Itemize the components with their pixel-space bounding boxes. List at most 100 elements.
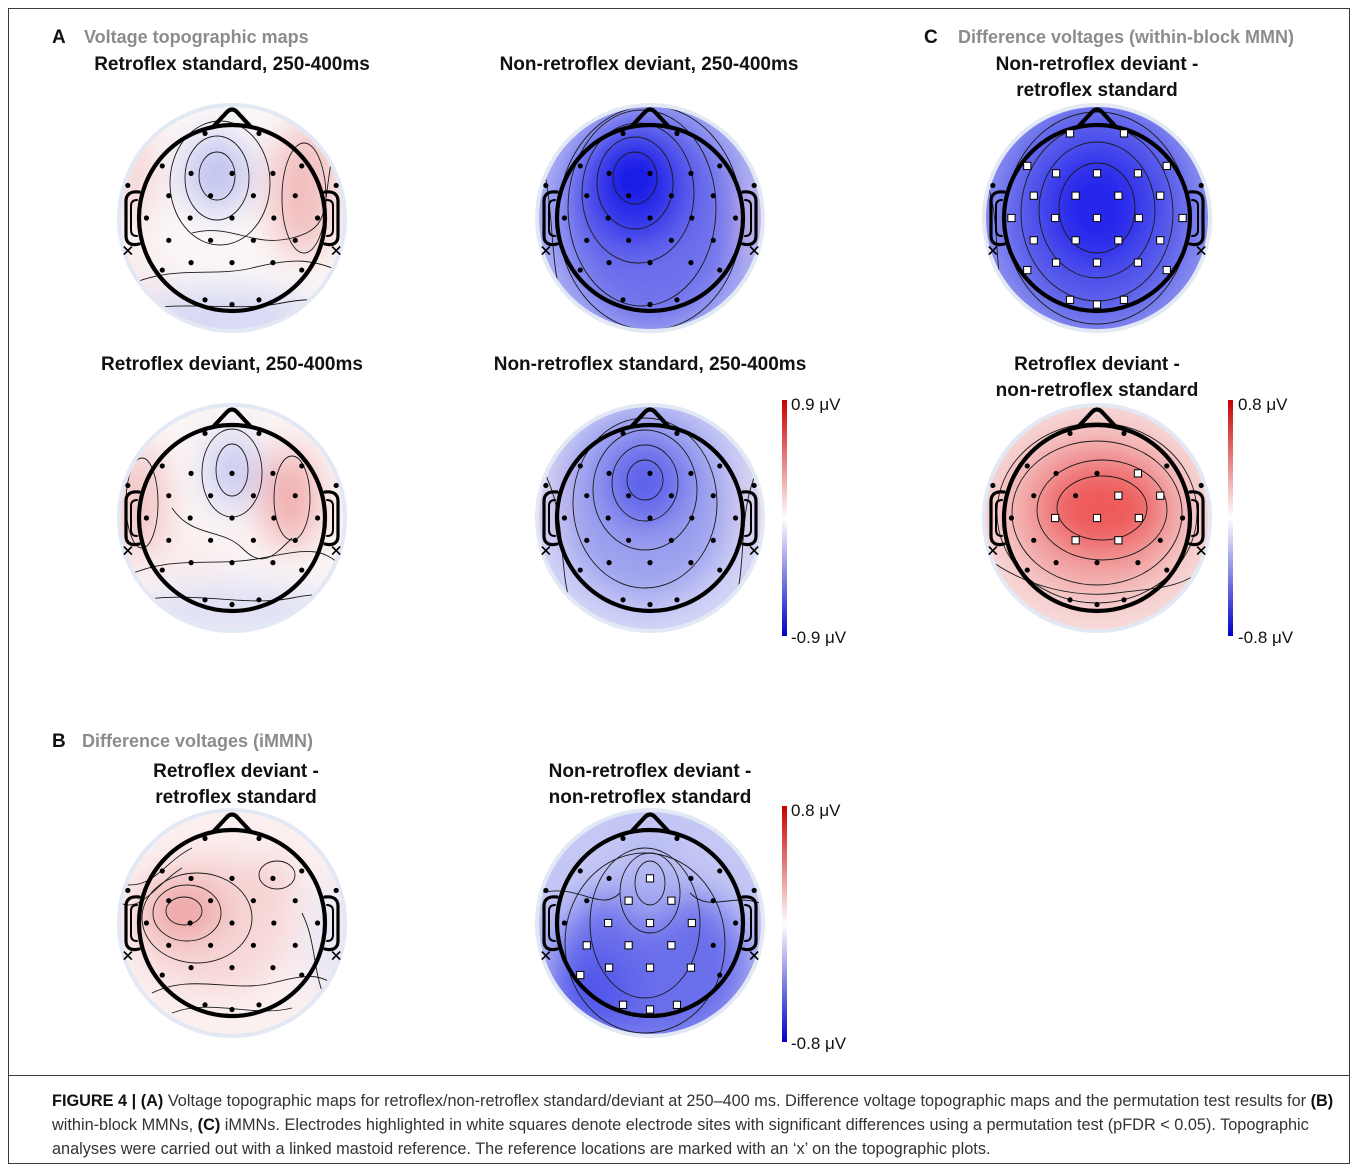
- colorbar-a-max: 0.9 μV: [791, 395, 841, 414]
- electrode: [270, 875, 276, 881]
- electrode: [1008, 515, 1015, 521]
- left-ear: [542, 895, 559, 952]
- field-rim: [117, 808, 347, 1038]
- contour-line: [152, 884, 222, 942]
- contour-line: [1058, 162, 1136, 254]
- reference-x-marker: [541, 245, 551, 256]
- field-rim: [535, 403, 765, 633]
- electrode-significant: [1029, 236, 1038, 245]
- reference-x-stroke: [1196, 545, 1206, 556]
- contour-line: [626, 459, 664, 501]
- colorbar-b-min: -0.8 μV: [791, 1034, 847, 1053]
- colorbar-c-scale: [1228, 400, 1233, 636]
- electrode: [250, 493, 256, 499]
- electrode-significant: [1162, 161, 1171, 171]
- map-title-b1-line2: retroflex standard: [155, 787, 317, 808]
- electrode: [732, 215, 739, 221]
- electrode-significant: [624, 896, 633, 905]
- electrode-significant: [1023, 265, 1032, 275]
- electrode: [187, 920, 193, 926]
- electrode: [710, 493, 716, 499]
- electrode: [674, 835, 680, 841]
- reference-x-marker: [749, 245, 759, 256]
- electrode: [1067, 430, 1073, 436]
- electrode: [202, 430, 208, 436]
- electrode: [271, 215, 277, 221]
- electrode: [159, 267, 165, 273]
- electrode: [208, 537, 214, 543]
- electrode-significant: [1156, 236, 1165, 245]
- figure-canvas: A Voltage topographic maps C Difference …: [52, 27, 1294, 1053]
- electrode: [229, 301, 235, 308]
- field-blob: [603, 437, 687, 529]
- electrode: [256, 597, 262, 603]
- contour-line: [171, 507, 293, 560]
- electrode: [125, 482, 131, 489]
- electrode-significant: [1092, 300, 1102, 309]
- electrode: [1053, 470, 1059, 476]
- contour-line: [121, 550, 345, 579]
- topomap-immn-retroflex: [117, 808, 347, 1038]
- electrode: [584, 493, 590, 499]
- caption-label: FIGURE 4 | (A): [52, 1092, 164, 1110]
- electrode: [577, 267, 583, 273]
- contour-line: [539, 890, 621, 901]
- electrode: [143, 215, 150, 221]
- electrode: [188, 560, 194, 566]
- reference-x-stroke: [331, 950, 341, 961]
- electrode-significant: [686, 963, 696, 972]
- electrode: [688, 260, 694, 266]
- electrode: [751, 482, 757, 489]
- electrode: [229, 515, 235, 521]
- head-circle: [136, 122, 328, 314]
- head-circle: [554, 422, 746, 614]
- map-title-c1-line1: Non-retroflex deviant -: [996, 54, 1199, 75]
- electrode-significant: [1114, 491, 1123, 500]
- electrode: [751, 887, 757, 894]
- electrode-significant: [1134, 213, 1143, 223]
- reference-x-marker: [749, 545, 759, 556]
- electrode: [250, 898, 256, 904]
- field-rim: [117, 403, 347, 633]
- right-ear: [323, 490, 340, 547]
- electrode: [250, 942, 256, 948]
- electrode: [314, 215, 321, 221]
- colorbar-c: 0.8 μV -0.8 μV: [1228, 395, 1294, 647]
- electrode-significant: [1051, 513, 1060, 523]
- electrode: [577, 567, 583, 573]
- electrode: [717, 163, 723, 169]
- right-ear-inner: [744, 904, 752, 942]
- electrode-significant: [1065, 129, 1075, 138]
- electrode: [159, 463, 165, 469]
- field-blob: [605, 146, 665, 210]
- electrode: [561, 515, 568, 521]
- electrode: [543, 182, 549, 189]
- head-circle: [1001, 122, 1193, 314]
- field-rim: [982, 403, 1212, 633]
- electrode: [250, 237, 256, 243]
- electrode: [270, 560, 276, 566]
- electrode: [688, 560, 694, 566]
- electrode: [647, 601, 653, 608]
- electrode: [202, 597, 208, 603]
- electrode: [229, 965, 235, 971]
- electrode: [292, 898, 298, 904]
- electrode: [188, 875, 194, 881]
- contour-line: [165, 896, 203, 926]
- electrode: [606, 170, 612, 176]
- electrode: [717, 267, 723, 273]
- map-title-b1-line1: Retroflex deviant -: [153, 761, 319, 782]
- left-ear: [542, 490, 559, 547]
- map-title-b2-line2: non-retroflex standard: [549, 787, 752, 808]
- left-ear-inner: [130, 499, 138, 537]
- electrode: [647, 170, 653, 176]
- electrode: [292, 942, 298, 948]
- electrode: [584, 898, 590, 904]
- electrode: [732, 920, 739, 926]
- reference-x-stroke: [749, 545, 759, 556]
- section-b-label: Difference voltages (iMMN): [82, 731, 313, 751]
- electrode: [710, 942, 716, 948]
- head-circle: [1001, 422, 1193, 614]
- electrode-significant: [1133, 258, 1143, 267]
- contour-line: [141, 872, 253, 964]
